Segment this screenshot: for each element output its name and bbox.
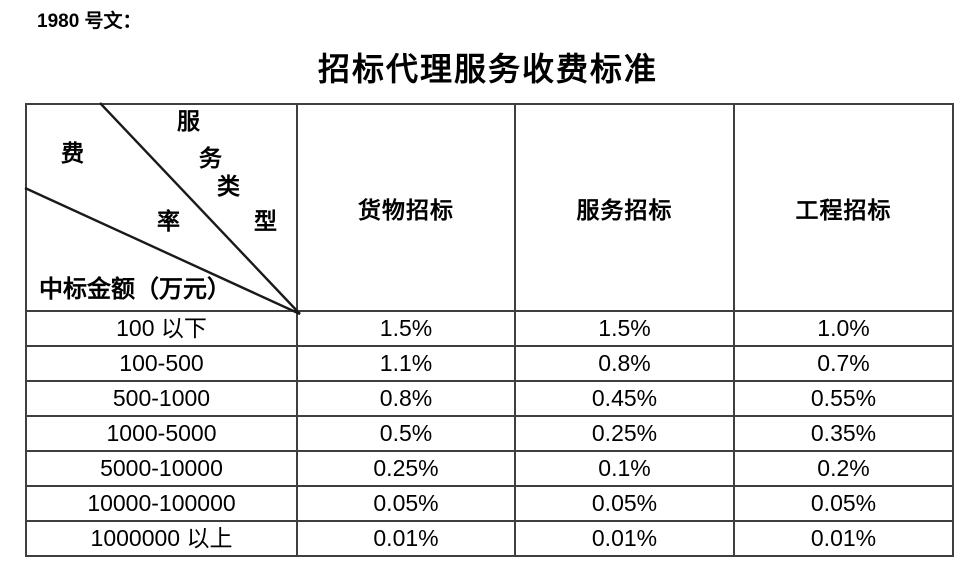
diagonal-divider-lines xyxy=(24,102,301,316)
amount-range-cell: 100-500 xyxy=(27,347,298,382)
fee-cell: 0.7% xyxy=(735,347,952,382)
fee-cell: 1.5% xyxy=(516,312,735,347)
table-header-row: 服 务 类 型 费 率 中标金额（万元） 货物招标 服务招标 工程招标 xyxy=(24,102,952,316)
fee-cell: 0.25% xyxy=(516,417,735,452)
corner-label-service-type-char: 务 xyxy=(199,146,222,171)
corner-label-service-type-char: 类 xyxy=(217,174,240,199)
fee-cell: 0.25% xyxy=(298,452,516,487)
fee-cell: 1.1% xyxy=(298,347,516,382)
amount-range-cell: 1000000 以上 xyxy=(27,522,298,555)
table-row: 100-500 1.1% 0.8% 0.7% xyxy=(27,347,952,382)
corner-label-fee-rate-char: 费 xyxy=(61,141,84,166)
column-header-works-bidding: 工程招标 xyxy=(735,105,952,312)
table-row: 1000-5000 0.5% 0.25% 0.35% xyxy=(27,417,952,452)
amount-range-cell: 5000-10000 xyxy=(27,452,298,487)
page-title: 招标代理服务收费标准 xyxy=(317,51,658,87)
amount-range-cell: 10000-100000 xyxy=(27,487,298,522)
fee-cell: 1.5% xyxy=(298,312,516,347)
fee-cell: 1.0% xyxy=(735,312,952,347)
table-row: 100 以下 1.5% 1.5% 1.0% xyxy=(27,312,952,347)
fee-cell: 0.05% xyxy=(298,487,516,522)
diagonal-header-cell: 服 务 类 型 费 率 中标金额（万元） xyxy=(24,102,301,316)
column-header-goods-bidding: 货物招标 xyxy=(298,105,516,312)
corner-label-bid-amount: 中标金额（万元） xyxy=(39,277,231,303)
fee-cell: 0.35% xyxy=(735,417,952,452)
fee-cell: 0.8% xyxy=(298,382,516,417)
table-row: 500-1000 0.8% 0.45% 0.55% xyxy=(27,382,952,417)
fee-table: 服 务 类 型 费 率 中标金额（万元） 货物招标 服务招标 工程招标 100 … xyxy=(24,102,954,557)
corner-label-service-type-char: 服 xyxy=(177,109,200,134)
table-row: 5000-10000 0.25% 0.1% 0.2% xyxy=(27,452,952,487)
table-row: 1000000 以上 0.01% 0.01% 0.01% xyxy=(27,522,952,555)
fee-cell: 0.01% xyxy=(516,522,735,555)
table-row: 10000-100000 0.05% 0.05% 0.05% xyxy=(27,487,952,522)
fee-cell: 0.05% xyxy=(735,487,952,522)
doc-number: 1980 号文： xyxy=(37,11,142,32)
fee-cell: 0.2% xyxy=(735,452,952,487)
fee-cell: 0.01% xyxy=(298,522,516,555)
fee-cell: 0.55% xyxy=(735,382,952,417)
amount-range-cell: 1000-5000 xyxy=(27,417,298,452)
fee-cell: 0.05% xyxy=(516,487,735,522)
corner-label-fee-rate-char: 率 xyxy=(157,209,180,234)
fee-cell: 0.01% xyxy=(810,525,877,551)
corner-label-service-type-char: 型 xyxy=(254,209,277,234)
fee-cell: 0.8% xyxy=(516,347,735,382)
amount-range-cell: 500-1000 xyxy=(27,382,298,417)
amount-range-cell: 100 以下 xyxy=(27,312,298,347)
column-header-service-bidding: 服务招标 xyxy=(516,105,735,312)
fee-cell: 0.1% xyxy=(516,452,735,487)
fee-cell: 0.5% xyxy=(298,417,516,452)
fee-cell: 0.45% xyxy=(516,382,735,417)
